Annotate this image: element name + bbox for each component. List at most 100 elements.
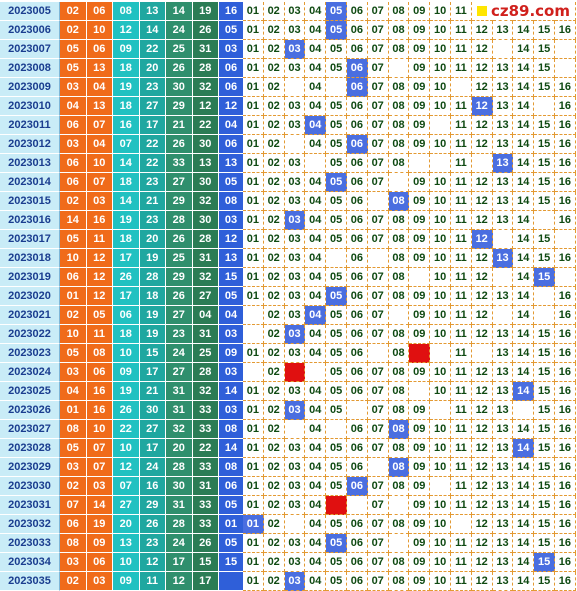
red-ball-cell: 12 [86, 268, 113, 287]
trend-cell: 05 [326, 97, 347, 116]
issue-number: 2023018 [0, 249, 60, 268]
trend-cell [534, 287, 555, 306]
trend-cell: 12 [471, 21, 493, 40]
trend-cell: 05 [326, 401, 347, 420]
blue-hit-marker: 05 [326, 21, 347, 40]
blue-hit-marker [326, 496, 347, 515]
trend-cell [388, 496, 410, 515]
trend-cell: 06 [347, 344, 368, 363]
trend-cell: 08 [388, 268, 410, 287]
red-ball-cell: 25 [192, 344, 219, 363]
trend-cell: 02 [263, 116, 285, 135]
trend-cell: 11 [451, 154, 472, 173]
trend-cell: 01 [243, 154, 264, 173]
red-ball-cell: 29 [166, 192, 193, 211]
blue-hit-marker: 03 [284, 401, 306, 420]
red-ball-cell: 26 [166, 59, 193, 78]
trend-cell: 13 [492, 344, 514, 363]
site-watermark[interactable]: cz89.com [473, 2, 573, 20]
red-ball-cell: 27 [139, 420, 166, 439]
red-ball-cell: 19 [86, 515, 113, 534]
trend-cell [555, 40, 576, 59]
red-ball-cell: 02 [60, 2, 87, 21]
trend-cell: 07 [367, 572, 389, 591]
issue-number: 2023021 [0, 306, 60, 325]
trend-cell: 15 [534, 249, 555, 268]
trend-cell: 14 [513, 268, 535, 287]
trend-cell: 10 [430, 173, 451, 192]
blue-hit-marker: 05 [326, 2, 347, 21]
trend-cell: 10 [430, 515, 451, 534]
trend-cell [305, 154, 327, 173]
red-ball-cell: 18 [113, 59, 140, 78]
trend-cell: 08 [388, 249, 410, 268]
trend-cell: 09 [409, 116, 431, 135]
red-ball-cell: 31 [192, 40, 219, 59]
trend-cell: 05 [326, 192, 347, 211]
trend-cell: 16 [555, 135, 576, 154]
trend-cell: 04 [305, 477, 327, 496]
red-ball-cell: 14 [166, 2, 193, 21]
trend-cell: 06 [347, 458, 368, 477]
trend-cell: 01 [243, 420, 264, 439]
red-ball-cell: 01 [60, 401, 87, 420]
blue-ball-cell: 05 [219, 496, 243, 515]
trend-cell: 06 [347, 363, 368, 382]
trend-cell: 09 [409, 2, 431, 21]
trend-cell: 14 [513, 363, 535, 382]
trend-cell [326, 78, 347, 97]
trend-cell: 10 [430, 211, 451, 230]
blue-hit-marker: 05 [326, 173, 347, 192]
trend-cell: 12 [471, 173, 493, 192]
trend-cell [555, 268, 576, 287]
trend-cell: 15 [534, 344, 555, 363]
trend-cell: 01 [243, 230, 264, 249]
trend-cell: 01 [243, 496, 264, 515]
red-ball-cell: 28 [139, 268, 166, 287]
trend-cell: 09 [409, 534, 431, 553]
red-ball-cell: 33 [192, 458, 219, 477]
red-ball-cell: 07 [86, 116, 113, 135]
trend-cell: 04 [305, 458, 327, 477]
trend-cell: 05 [326, 211, 347, 230]
trend-cell: 13 [492, 553, 514, 572]
red-ball-cell: 06 [60, 116, 87, 135]
issue-number: 2023023 [0, 344, 60, 363]
trend-cell: 02 [263, 287, 285, 306]
trend-cell: 04 [305, 401, 327, 420]
trend-cell: 12 [471, 268, 493, 287]
trend-cell: 12 [471, 40, 493, 59]
red-ball-cell: 10 [113, 344, 140, 363]
blue-ball-cell: 06 [219, 59, 243, 78]
trend-cell: 14 [513, 325, 535, 344]
trend-cell: 04 [305, 382, 327, 401]
trend-cell [430, 116, 451, 135]
red-ball-cell: 28 [192, 59, 219, 78]
trend-cell: 04 [305, 211, 327, 230]
red-ball-cell: 30 [192, 211, 219, 230]
red-ball-cell: 31 [166, 496, 193, 515]
trend-cell [284, 420, 306, 439]
red-ball-cell: 22 [139, 40, 166, 59]
trend-cell: 07 [367, 268, 389, 287]
trend-cell: 11 [451, 534, 472, 553]
trend-cell: 13 [492, 78, 514, 97]
issue-number: 2023013 [0, 154, 60, 173]
red-ball-cell: 30 [166, 78, 193, 97]
red-ball-cell: 16 [86, 382, 113, 401]
red-ball-cell: 27 [166, 363, 193, 382]
trend-cell: 15 [534, 78, 555, 97]
brand-square-icon [476, 6, 487, 16]
trend-cell: 01 [243, 135, 264, 154]
trend-cell [367, 458, 389, 477]
issue-number: 2023027 [0, 420, 60, 439]
trend-cell: 06 [347, 154, 368, 173]
trend-cell: 11 [451, 306, 472, 325]
trend-cell: 09 [409, 553, 431, 572]
trend-cell: 01 [243, 572, 264, 591]
trend-cell: 15 [534, 477, 555, 496]
red-ball-cell: 31 [192, 325, 219, 344]
trend-cell: 08 [388, 154, 410, 173]
trend-cell: 07 [367, 515, 389, 534]
trend-cell: 02 [263, 401, 285, 420]
